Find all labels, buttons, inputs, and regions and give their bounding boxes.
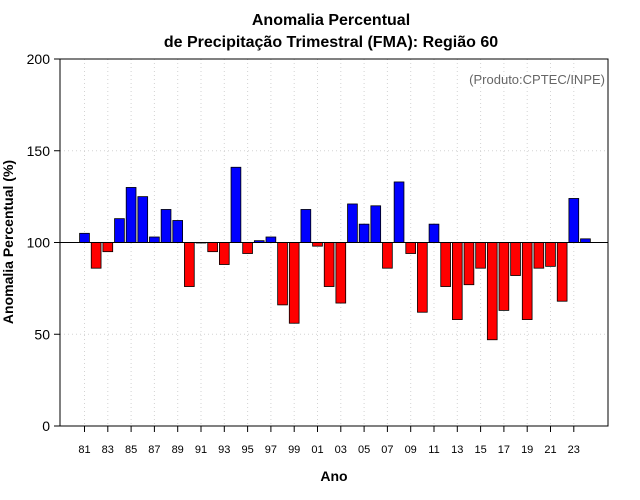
bar-1985 <box>125 187 137 243</box>
x-tick-label: 19 <box>521 444 533 456</box>
bar-2001 <box>312 242 323 247</box>
bar-2002 <box>323 242 335 287</box>
bar-1993 <box>218 242 230 265</box>
x-tick-label: 07 <box>381 444 393 456</box>
bar-2011 <box>428 223 440 243</box>
bar-1999 <box>288 242 300 324</box>
x-tick-label: 09 <box>405 444 417 456</box>
y-axis: 0 50 100 150 200 <box>27 51 60 434</box>
x-tick-label: 93 <box>218 444 230 456</box>
bar-2003 <box>335 242 347 304</box>
bar-2013 <box>451 242 463 320</box>
chart-title-line-2: de Precipitação Trimestral (FMA): Região… <box>164 34 498 51</box>
bar-2004 <box>347 203 358 243</box>
y-tick-label: 50 <box>34 326 50 342</box>
x-tick-label: 03 <box>335 444 347 456</box>
x-axis: 81 83 85 87 89 91 93 95 97 99 01 03 05 07 09 11 13 15 17 19… <box>78 426 580 456</box>
bar-1998 <box>277 242 288 306</box>
bar-1983 <box>102 242 114 253</box>
bar-1997 <box>265 236 277 243</box>
x-tick-label: 13 <box>451 444 463 456</box>
bar-2019 <box>521 242 533 320</box>
bar-1989 <box>172 220 184 243</box>
x-tick-label: 89 <box>172 444 184 456</box>
bar-2000 <box>300 209 312 243</box>
x-tick-label: 97 <box>265 444 277 456</box>
bar-2008 <box>393 181 405 243</box>
bar-2005 <box>358 223 370 243</box>
bar-2016 <box>486 242 498 341</box>
bar-2023 <box>568 198 580 243</box>
bar-1981 <box>79 232 90 243</box>
bar-1994 <box>230 166 242 243</box>
bar-1990 <box>184 242 195 287</box>
x-tick-label: 01 <box>311 444 323 456</box>
bars <box>79 166 591 341</box>
x-tick-label: 81 <box>78 444 90 456</box>
bar-2020 <box>533 242 545 269</box>
x-tick-label: 99 <box>288 444 300 456</box>
y-tick-label: 200 <box>27 51 51 67</box>
x-tick-label: 95 <box>241 444 253 456</box>
y-tick-label: 150 <box>27 143 51 159</box>
x-tick-label: 85 <box>125 444 137 456</box>
bar-2024 <box>580 238 591 243</box>
x-tick-label: 91 <box>195 444 207 456</box>
bar-2009 <box>405 242 416 254</box>
x-tick-label: 15 <box>474 444 486 456</box>
bar-1982 <box>90 242 102 269</box>
bar-2010 <box>417 242 428 313</box>
bar-2017 <box>498 242 510 311</box>
bar-2021 <box>545 242 556 267</box>
x-tick-label: 21 <box>544 444 556 456</box>
bar-1986 <box>137 196 149 243</box>
bar-2014 <box>463 242 475 286</box>
x-tick-label: 05 <box>358 444 370 456</box>
bar-2012 <box>440 242 451 287</box>
x-tick-label: 11 <box>428 444 439 456</box>
y-tick-label: 0 <box>42 418 50 434</box>
x-tick-label: 87 <box>148 444 160 456</box>
y-tick-label: 100 <box>27 235 51 251</box>
x-tick-label: 83 <box>102 444 114 456</box>
bar-2007 <box>382 242 393 269</box>
bar-1995 <box>242 242 253 254</box>
bar-2022 <box>556 242 568 302</box>
x-axis-label: Ano <box>320 468 347 484</box>
bar-2018 <box>510 242 521 276</box>
bar-1987 <box>149 236 160 243</box>
bar-2015 <box>475 242 486 269</box>
chart-title-line-1: Anomalia Percentual <box>252 12 410 29</box>
bar-2006 <box>370 205 382 243</box>
bar-1984 <box>114 218 125 243</box>
product-annotation: (Produto:CPTEC/INPE) <box>469 72 605 87</box>
x-tick-label: 23 <box>568 444 580 456</box>
bar-1992 <box>207 242 218 253</box>
y-axis-label: Anomalia Percentual (%) <box>0 160 16 324</box>
bar-1988 <box>160 209 172 243</box>
x-tick-label: 17 <box>498 444 510 456</box>
